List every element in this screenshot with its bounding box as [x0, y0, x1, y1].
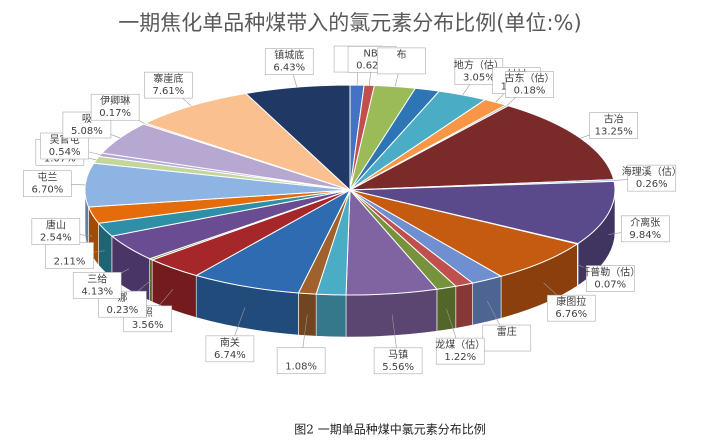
value-label: 5.08%	[71, 126, 103, 137]
value-label: 0.17%	[99, 108, 131, 119]
slice-label: 康图拉	[556, 295, 586, 308]
slice	[349, 105, 615, 191]
value-label: 3.05%	[463, 72, 495, 83]
slice-label: 娜	[117, 291, 127, 304]
value-label: 1.08%	[285, 362, 317, 373]
label-box	[589, 112, 639, 139]
label-box	[585, 265, 635, 292]
label-box	[31, 218, 81, 245]
label-box	[435, 337, 485, 365]
value-label: 3.56%	[132, 320, 164, 331]
label-box	[123, 305, 173, 333]
value-label: 0.62%	[356, 60, 388, 71]
value-label: 0.54%	[49, 147, 81, 158]
chart-title: 一期焦化单品种煤带入的氯元素分布比例(单位:%)	[118, 11, 581, 35]
label-box	[23, 170, 72, 198]
slice	[84, 162, 351, 208]
label-box	[620, 215, 670, 243]
slice-label: 三给	[87, 272, 107, 285]
slice	[349, 189, 579, 277]
label-box	[373, 347, 423, 375]
slice-label: 吸	[82, 114, 92, 125]
slice-label: 雷庄	[497, 325, 517, 338]
slice-side	[455, 282, 473, 329]
slice-label: 古东（估）	[505, 71, 555, 84]
slice-side	[345, 288, 438, 338]
label-box	[90, 93, 140, 121]
slice-label: 唐山	[46, 218, 66, 231]
label-box	[627, 164, 677, 192]
value-label: 2.11%	[54, 256, 86, 267]
label-box	[45, 242, 94, 269]
value-label: 6.74%	[214, 350, 246, 361]
value-label: 2.54%	[40, 232, 72, 243]
slice-side	[298, 292, 317, 337]
slice-label: 龙煤（估）	[435, 338, 485, 351]
label-box	[205, 335, 255, 363]
slice-side	[315, 293, 347, 338]
label-box	[72, 272, 122, 299]
value-label: 4.13%	[81, 286, 113, 297]
slice-side	[436, 285, 457, 332]
label-box	[144, 71, 193, 99]
slice-label: 布	[397, 49, 407, 61]
slice-label: 屯兰	[37, 171, 57, 184]
slice-label: 寨崖底	[153, 72, 183, 85]
label-box	[505, 71, 554, 98]
slice-label: 介离张	[630, 216, 660, 229]
slice-label: 马镇	[388, 348, 408, 361]
slice-side	[149, 258, 153, 303]
slice	[144, 92, 351, 191]
label-box	[482, 324, 532, 352]
caption: 图2 一期单品种煤中氯元素分布比例	[294, 422, 485, 437]
slice	[244, 84, 351, 192]
label-box	[264, 48, 314, 75]
slice-label: 古冶	[604, 112, 624, 125]
value-label: 0.26%	[636, 179, 668, 190]
slice-label: 地方（估）	[454, 58, 504, 71]
slice-label: NBI	[363, 48, 380, 59]
value-label: 13.25%	[595, 126, 633, 137]
value-label: 5.56%	[382, 362, 414, 373]
label-box	[276, 347, 326, 375]
value-label: 0.07%	[594, 280, 626, 291]
slice	[349, 180, 616, 245]
value-label: 6.43%	[273, 63, 305, 74]
slice-side	[472, 275, 502, 326]
value-label: 6.70%	[31, 185, 63, 196]
value-label: 0.18%	[514, 85, 546, 96]
label-box	[546, 294, 596, 322]
slice-label: 照	[143, 307, 153, 319]
value-label: 0.23%	[106, 305, 138, 316]
value-label: 6.76%	[555, 309, 587, 320]
label-box	[377, 47, 426, 75]
value-label: 1.22%	[444, 352, 476, 363]
slice-label: 南关	[220, 336, 240, 349]
slice-label: 伊卿琳	[100, 95, 130, 107]
slice-label: 镇城底	[274, 49, 304, 62]
slice	[194, 188, 352, 294]
slice-label: 海理溪（估）	[622, 165, 682, 178]
value-label: 7.61%	[153, 86, 185, 97]
slice-label: 开普勒（估）	[580, 266, 640, 279]
value-label: 9.84%	[629, 230, 661, 241]
